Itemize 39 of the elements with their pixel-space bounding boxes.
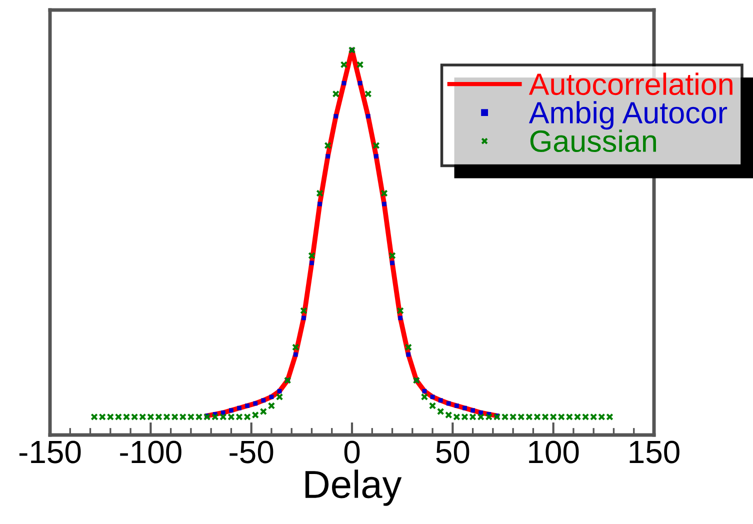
point xyxy=(462,406,467,410)
point xyxy=(390,260,394,266)
x-tick-label: 0 xyxy=(344,440,360,464)
point xyxy=(446,401,451,406)
point xyxy=(301,316,306,320)
point xyxy=(334,114,338,118)
point xyxy=(261,398,266,403)
point xyxy=(245,404,250,408)
point xyxy=(293,352,298,357)
point xyxy=(398,316,403,320)
point xyxy=(318,202,322,206)
legend-label: Autocorrelation xyxy=(528,72,732,96)
point xyxy=(326,154,330,158)
legend-label: Gaussian xyxy=(530,130,656,152)
point xyxy=(342,80,346,86)
point xyxy=(237,406,242,410)
point xyxy=(366,114,370,118)
x-tick-label: 150 xyxy=(630,440,680,464)
point xyxy=(438,398,443,403)
point xyxy=(269,394,274,400)
point xyxy=(382,202,386,206)
point xyxy=(374,154,378,158)
x-tick-label: 50 xyxy=(436,440,470,464)
legend-label: Ambig Autocor xyxy=(528,101,728,130)
x-tick-label: -100 xyxy=(120,440,182,464)
x-tick-label: -150 xyxy=(19,440,81,464)
point xyxy=(406,352,411,357)
point xyxy=(454,404,459,408)
point xyxy=(470,408,475,413)
x-axis-title: Delay xyxy=(305,470,402,506)
point xyxy=(253,401,258,406)
point xyxy=(422,388,427,394)
point xyxy=(358,80,362,86)
point xyxy=(430,394,435,400)
x-tick-label: -50 xyxy=(230,440,274,464)
point xyxy=(229,408,234,413)
point xyxy=(277,388,282,394)
point xyxy=(310,260,314,266)
x-tick-label: 100 xyxy=(529,440,579,464)
